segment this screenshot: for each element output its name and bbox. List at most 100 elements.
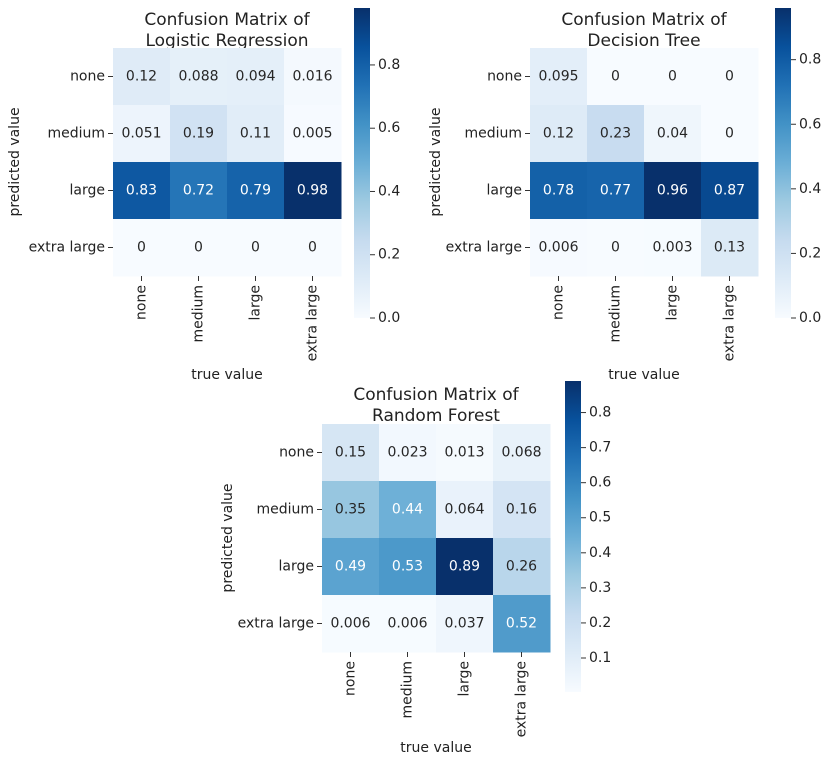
x-tick-label: none: [551, 285, 567, 320]
cell-label: 0.068: [501, 445, 541, 461]
cell-label: 0.13: [714, 240, 745, 256]
cell-label: 0.78: [543, 183, 574, 199]
y-tick-label: extra large: [446, 240, 522, 256]
heatmap-cell: [322, 538, 380, 596]
cell-label: 0.037: [444, 616, 484, 632]
cell-label: 0: [611, 240, 620, 256]
cell-label: 0.83: [126, 183, 157, 199]
x-axis-label: true value: [400, 740, 471, 756]
heatmap-cell: [644, 105, 702, 163]
y-tick-label: large: [70, 183, 105, 199]
cell-label: 0.44: [392, 502, 423, 518]
cell-label: 0: [308, 240, 317, 256]
x-tick-label: extra large: [305, 285, 321, 361]
heatmap-cell: [493, 481, 551, 539]
cell-label: 0.006: [538, 240, 578, 256]
heatmap-cell: [113, 162, 171, 220]
heatmap-cell: [493, 424, 551, 482]
cell-label: 0.023: [387, 445, 427, 461]
cell-label: 0.26: [506, 559, 537, 575]
chart-title: Confusion Matrix of: [561, 10, 727, 30]
y-tick-label: medium: [47, 126, 105, 142]
colorbar-tick-label: 0.6: [378, 120, 400, 136]
heatmap-cell: [113, 219, 171, 277]
heatmap-cell: [322, 595, 380, 653]
cell-label: 0.15: [335, 445, 366, 461]
colorbar-tick-label: 0.7: [589, 440, 611, 456]
y-tick-label: none: [487, 69, 522, 85]
cell-label: 0.064: [444, 502, 484, 518]
heatmap-cell: [227, 162, 285, 220]
x-tick-label: medium: [608, 285, 624, 343]
cell-label: 0.013: [444, 445, 484, 461]
cell-label: 0.89: [449, 559, 480, 575]
cell-label: 0.12: [543, 126, 574, 142]
heatmap-cell: [530, 105, 588, 163]
x-tick-label: extra large: [722, 285, 738, 361]
y-tick-label: none: [70, 69, 105, 85]
colorbar-tick-label: 0.4: [589, 545, 611, 561]
colorbar-tick-label: 0.2: [589, 615, 611, 631]
cell-label: 0.094: [235, 69, 275, 85]
y-tick-label: large: [279, 559, 314, 575]
colorbar-tick-label: 0.8: [799, 52, 821, 68]
colorbar-tick-label: 0.8: [589, 405, 611, 421]
cell-label: 0.35: [335, 502, 366, 518]
heatmap-cell: [284, 219, 342, 277]
cell-label: 0.79: [240, 183, 271, 199]
colorbar-tick-label: 0.8: [378, 57, 400, 73]
x-tick-label: none: [343, 661, 359, 696]
cell-label: 0.095: [538, 69, 578, 85]
y-tick-label: medium: [256, 502, 314, 518]
cell-label: 0.98: [297, 183, 328, 199]
colorbar-tick-label: 0.1: [589, 650, 611, 666]
y-axis-label: predicted value: [428, 107, 444, 216]
heatmap-cell: [530, 162, 588, 220]
chart-title: Random Forest: [372, 406, 500, 426]
heatmap-cell: [170, 162, 228, 220]
heatmap-cell: [227, 105, 285, 163]
cell-label: 0.051: [121, 126, 161, 142]
colorbar-tick-label: 0.6: [799, 116, 821, 132]
heatmap-cell: [170, 219, 228, 277]
heatmap-cell: [227, 219, 285, 277]
colorbar-tick-label: 0.6: [589, 475, 611, 491]
heatmap-cell: [170, 105, 228, 163]
y-axis-label: predicted value: [220, 483, 236, 592]
colorbar-tick-label: 0.2: [378, 247, 400, 263]
heatmap-cell: [227, 48, 285, 106]
y-tick-label: none: [279, 445, 314, 461]
cell-label: 0: [611, 69, 620, 85]
cell-label: 0.19: [183, 126, 214, 142]
cell-label: 0: [725, 69, 734, 85]
chart-title: Confusion Matrix of: [144, 10, 310, 30]
chart-title: Confusion Matrix of: [353, 385, 519, 405]
heatmap-cell: [644, 162, 702, 220]
cell-label: 0.49: [335, 559, 366, 575]
cell-label: 0.23: [600, 126, 631, 142]
heatmap-cell: [379, 538, 437, 596]
heatmap-cell: [436, 481, 494, 539]
cell-label: 0.12: [126, 69, 157, 85]
cell-label: 0.77: [600, 183, 631, 199]
chart-title: Logistic Regression: [145, 31, 308, 51]
cell-label: 0: [668, 69, 677, 85]
heatmap-cell: [322, 424, 380, 482]
cell-label: 0: [194, 240, 203, 256]
cell-label: 0.006: [387, 616, 427, 632]
cell-label: 0.72: [183, 183, 214, 199]
y-tick-label: extra large: [238, 616, 314, 632]
colorbar-tick-label: 0.4: [799, 181, 821, 197]
heatmap-cell: [587, 162, 645, 220]
heatmap-cell: [644, 48, 702, 106]
heatmap-cell: [436, 538, 494, 596]
x-tick-label: medium: [191, 285, 207, 343]
cell-label: 0: [137, 240, 146, 256]
heatmap-cell: [284, 162, 342, 220]
x-axis-label: true value: [608, 367, 679, 383]
cell-label: 0.52: [506, 616, 537, 632]
colorbar-tick-label: 0.0: [378, 310, 400, 326]
heatmap-cell: [701, 48, 759, 106]
cell-label: 0.16: [506, 502, 537, 518]
